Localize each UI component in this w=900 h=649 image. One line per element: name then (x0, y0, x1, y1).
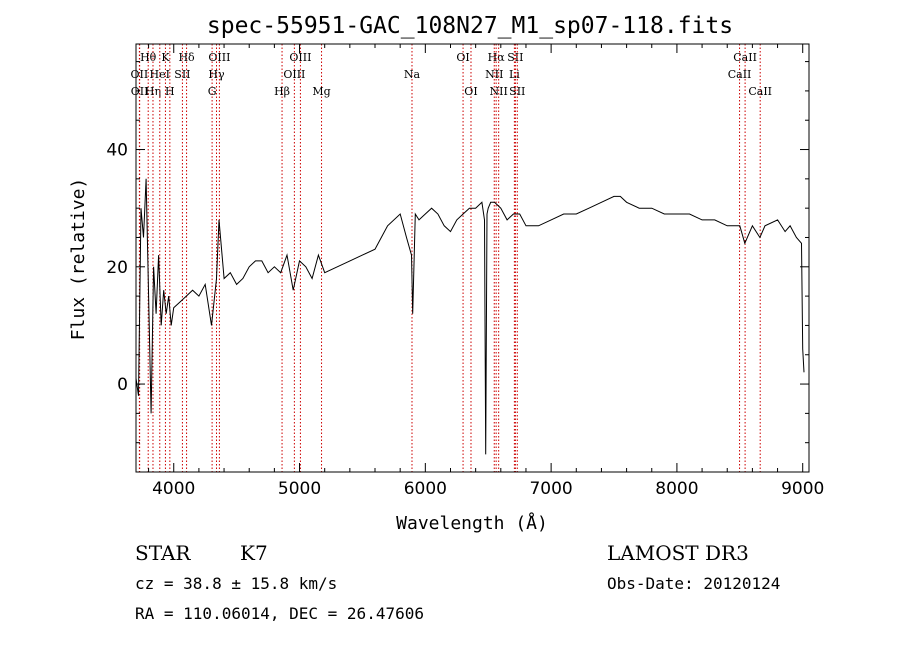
marker-label-12: OIII (289, 51, 311, 64)
marker-label-11: G (208, 85, 217, 98)
marker-label-8: Hδ (178, 51, 195, 64)
marker-label-19: Hα (488, 51, 506, 64)
survey-name: LAMOST DR3 (607, 541, 749, 565)
coordinates: RA = 110.06014, DEC = 26.47606 (135, 604, 424, 623)
plot-frame (135, 43, 810, 473)
marker-label-6: SII (174, 68, 190, 81)
y-tick-label-0: 0 (117, 375, 128, 395)
chart-title: spec-55951-GAC_108N27_M1_sp07-118.fits (207, 13, 733, 39)
marker-label-7: H (165, 85, 175, 98)
marker-label-1: OII (131, 68, 149, 81)
redshift-velocity: cz = 38.8 ± 15.8 km/s (135, 574, 337, 593)
marker-label-4: HeI (150, 68, 170, 81)
marker-label-27: CaII (748, 85, 772, 98)
x-tick-label-2: 6000 (404, 479, 447, 499)
marker-label-24: SII (509, 85, 525, 98)
marker-label-5: K (161, 51, 170, 64)
marker-label-26: CaII (728, 68, 752, 81)
marker-label-20: SII (507, 51, 523, 64)
x-tick-label-1: 5000 (278, 479, 321, 499)
x-tick-label-4: 8000 (655, 479, 698, 499)
x-tick-label-5: 9000 (781, 479, 824, 499)
observation-date: Obs-Date: 20120124 (607, 574, 780, 593)
x-tick-label-0: 4000 (152, 479, 195, 499)
marker-label-14: Hβ (274, 85, 290, 98)
marker-label-18: OI (464, 85, 477, 98)
x-axis-label: Wavelength (Å) (396, 512, 548, 534)
object-class: STAR (135, 541, 191, 565)
series-line-0 (135, 178, 805, 455)
y-tick-label-2: 40 (106, 141, 128, 161)
axis-ticks: 4000 5000 6000 7000 8000 9000 0 20 40 (106, 44, 824, 499)
y-tick-label-1: 20 (106, 258, 128, 278)
marker-label-22: Li (509, 68, 520, 81)
marker-label-17: OI (456, 51, 469, 64)
marker-label-13: OIII (283, 68, 305, 81)
x-tick-label-3: 7000 (529, 479, 572, 499)
marker-label-15: Mg (312, 85, 330, 98)
marker-label-10: Hγ (208, 68, 225, 81)
marker-label-16: Na (404, 68, 421, 81)
marker-label-2: OII (131, 85, 149, 98)
marker-label-25: CaII (733, 51, 757, 64)
marker-label-3: Hη (145, 85, 161, 98)
marker-label-9: OIII (208, 51, 230, 64)
marker-label-21: NII (485, 68, 503, 81)
marker-label-23: NII (490, 85, 508, 98)
series-layer (135, 178, 805, 455)
subclass: K7 (240, 541, 268, 565)
y-axis-label: Flux (relative) (68, 178, 89, 341)
marker-label-0: Hθ (140, 51, 157, 64)
